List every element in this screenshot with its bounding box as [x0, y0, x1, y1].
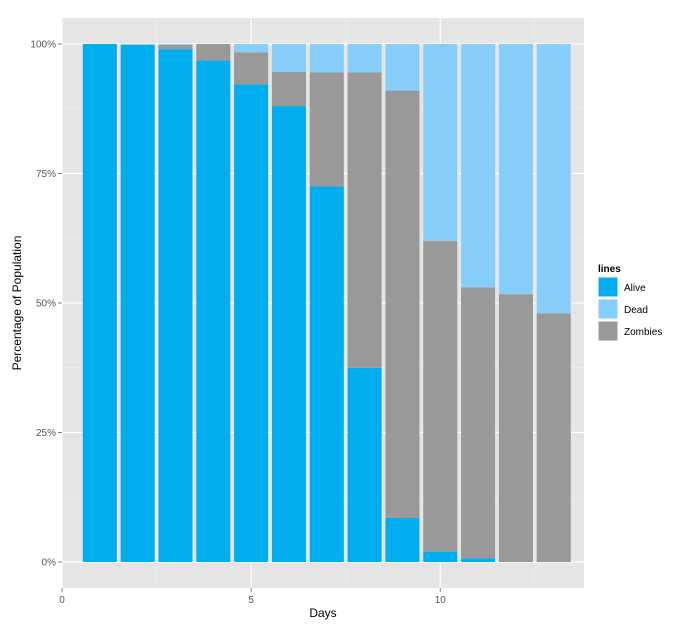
- bar-zombies-day-8: [347, 72, 382, 368]
- bar-alive-day-1: [82, 44, 117, 562]
- bar-alive-day-7: [309, 186, 344, 562]
- bars: [82, 44, 571, 563]
- bar-zombies-day-11: [461, 287, 496, 559]
- x-tick-label: 10: [435, 595, 447, 606]
- bar-dead-day-2: [120, 44, 155, 46]
- x-axis: 0 5 10: [59, 588, 446, 606]
- x-axis-title: Days: [309, 606, 336, 620]
- legend-title: lines: [598, 264, 621, 275]
- x-tick-label: 0: [59, 595, 65, 606]
- bar-dead-day-9: [385, 44, 420, 91]
- bar-dead-day-11: [461, 44, 496, 288]
- y-tick-label: 0%: [42, 558, 57, 569]
- bar-dead-day-6: [271, 44, 306, 72]
- bar-zombies-day-10: [423, 240, 458, 552]
- bar-zombies-day-4: [196, 44, 231, 61]
- bar-zombies-day-5: [234, 52, 269, 85]
- y-tick-label: 25%: [36, 428, 56, 439]
- bar-alive-day-6: [271, 106, 306, 562]
- bar-zombies-day-6: [271, 71, 306, 107]
- legend-swatch-zombies: [597, 320, 619, 342]
- bar-alive-day-8: [347, 367, 382, 562]
- legend-swatch-dead: [597, 298, 619, 320]
- bar-dead-day-8: [347, 44, 382, 73]
- bar-zombies-day-13: [536, 313, 571, 562]
- bar-dead-day-12: [498, 44, 533, 295]
- y-tick-label: 75%: [36, 169, 56, 180]
- bar-alive-day-2: [120, 45, 155, 562]
- legend-swatch-alive: [597, 276, 619, 298]
- bar-alive-day-11: [461, 558, 496, 562]
- bar-alive-day-3: [158, 49, 193, 563]
- y-axis-title: Percentage of Population: [10, 236, 24, 371]
- bar-zombies-day-12: [498, 294, 533, 562]
- bar-zombies-day-7: [309, 72, 344, 187]
- bar-dead-day-3: [158, 44, 193, 46]
- bar-alive-day-10: [423, 551, 458, 562]
- y-tick-label: 100%: [30, 40, 56, 51]
- legend-label-alive: Alive: [624, 283, 646, 294]
- y-tick-label: 50%: [36, 299, 56, 310]
- y-axis: 0% 25% 50% 75% 100%: [30, 40, 62, 569]
- bar-dead-day-7: [309, 44, 344, 73]
- bar-alive-day-9: [385, 517, 420, 562]
- bar-dead-day-10: [423, 44, 458, 241]
- bar-alive-day-5: [234, 84, 269, 563]
- bar-zombies-day-9: [385, 90, 420, 518]
- bar-dead-day-13: [536, 44, 571, 314]
- legend-label-zombies: Zombies: [624, 327, 662, 338]
- bar-zombies-day-3: [158, 45, 193, 50]
- legend: lines Alive Dead Zombies: [597, 264, 662, 342]
- bar-alive-day-4: [196, 60, 231, 563]
- bar-dead-day-5: [234, 44, 269, 53]
- x-tick-label: 5: [248, 595, 254, 606]
- legend-label-dead: Dead: [624, 305, 648, 316]
